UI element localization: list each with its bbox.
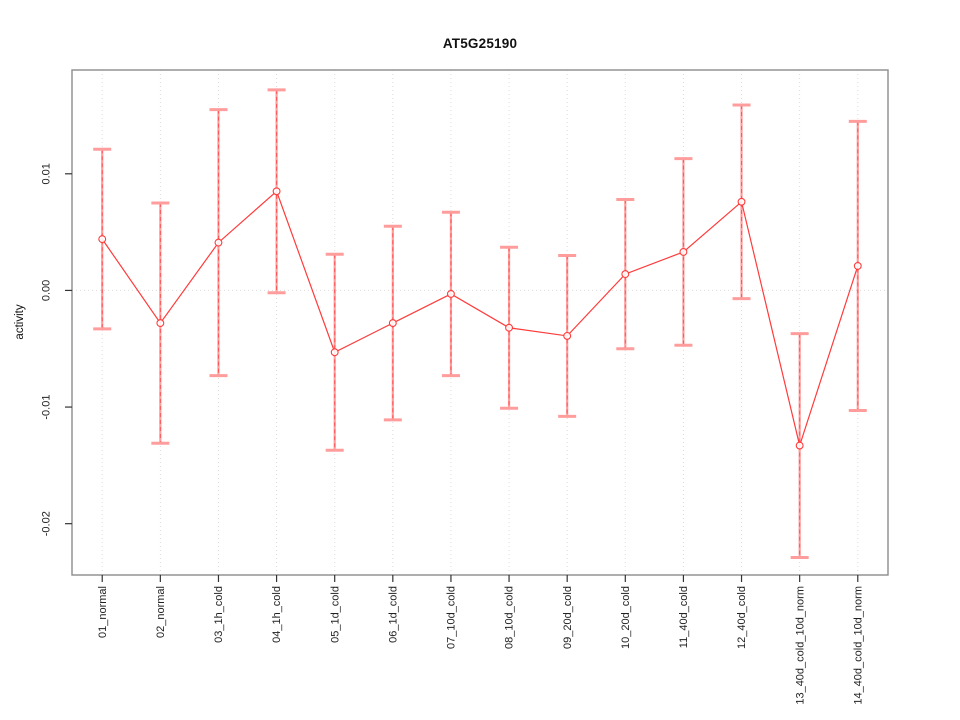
plot-border [71,69,889,576]
data-point-marker [737,197,746,206]
data-point-marker [563,331,572,340]
data-point-marker [330,348,339,357]
x-tick-label: 07_10d_cold [446,586,458,649]
x-tick-label: 02_normal [155,586,167,638]
x-tick-label: 14_40d_cold_10d_norm [852,586,864,705]
data-point-marker [98,235,107,244]
x-tick-label: 10_20d_cold [620,586,632,649]
y-tick-label: -0.02 [41,511,53,536]
data-point-marker [156,319,165,328]
x-tick-label: 05_1d_cold [329,586,341,643]
data-point-marker [795,441,804,450]
series-line [101,190,859,448]
x-tick-label: 01_normal [97,586,109,638]
x-tick-label: 03_1h_cold [213,586,225,643]
x-tick-label: 12_40d_cold [736,586,748,649]
data-point-marker [679,247,688,256]
x-tick-label: 11_40d_cold [678,586,690,648]
x-tick-label: 13_40d_cold_10d_norm [794,586,806,705]
data-point-marker [621,270,630,279]
x-tick-label: 04_1h_cold [271,586,283,643]
data-point-marker [505,323,514,332]
x-tick-label: 06_1d_cold [387,586,399,643]
y-tick-label: 0.01 [41,163,53,184]
data-point-marker [446,289,455,298]
chart-title: AT5G25190 [442,36,518,51]
data-point-marker [214,238,223,247]
data-point-marker [853,261,862,270]
y-tick-label: -0.01 [41,395,53,420]
data-point-marker [388,319,397,328]
data-point-marker [272,187,281,196]
y-tick-label: 0.00 [41,280,53,301]
x-tick-label: 08_10d_cold [504,586,516,649]
x-tick-label: 09_20d_cold [562,586,574,649]
